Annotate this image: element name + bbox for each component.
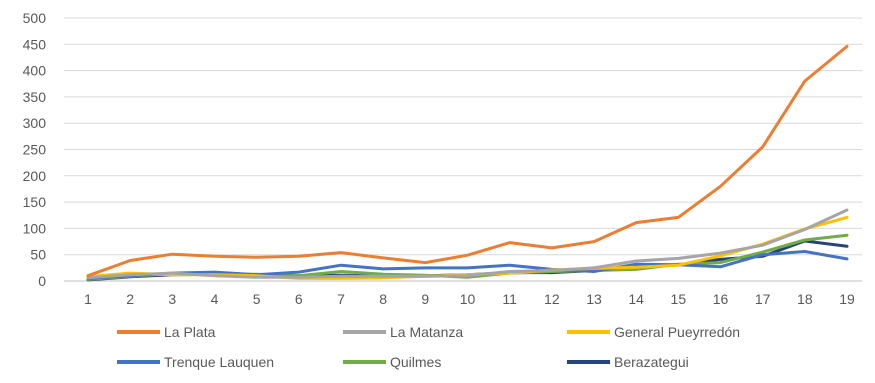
x-tick-label: 8 — [379, 291, 387, 307]
x-tick-label: 17 — [755, 291, 771, 307]
series-line-la-plata — [86, 44, 849, 278]
x-tick-label: 12 — [544, 291, 560, 307]
x-tick-label: 1 — [84, 291, 92, 307]
x-tick-label: 11 — [502, 291, 517, 307]
x-tick-label: 9 — [421, 291, 429, 307]
grid-lines — [64, 17, 862, 282]
series-line-la-matanza — [86, 208, 849, 280]
x-tick-label: 7 — [337, 291, 345, 307]
x-tick-label: 10 — [460, 291, 476, 307]
x-tick-label: 19 — [839, 291, 855, 307]
x-tick-label: 5 — [253, 291, 261, 307]
x-tick-label: 16 — [713, 291, 729, 307]
legend-label: Trenque Lauquen — [164, 354, 274, 370]
x-axis-ticks: 1 2 3 4 5 6 7 8 9 10 11 12 13 14 15 16 17 18 19 — [84, 291, 855, 307]
y-tick-label: 350 — [23, 89, 47, 105]
y-tick-label: 250 — [23, 142, 47, 158]
y-axis-ticks: 0 50 100 150 200 250 300 350 400 450 500 — [23, 10, 47, 289]
legend-item-la-matanza: La Matanza — [343, 324, 463, 340]
legend-item-la-plata: La Plata — [117, 324, 216, 340]
legend-label: Berazategui — [614, 354, 689, 370]
y-tick-label: 200 — [23, 168, 47, 184]
legend-item-berazategui: Berazategui — [567, 354, 689, 370]
legend: La Plata La Matanza General Pueyrredón Tren… — [117, 324, 740, 370]
legend-label: General Pueyrredón — [614, 324, 740, 340]
series-line-trenque-lauquen — [86, 250, 849, 280]
y-tick-label: 150 — [23, 194, 47, 210]
x-tick-label: 4 — [211, 291, 219, 307]
legend-label: Quilmes — [390, 354, 441, 370]
series-lines — [86, 44, 849, 282]
legend-item-quilmes: Quilmes — [343, 354, 441, 370]
y-tick-label: 50 — [30, 247, 46, 263]
x-tick-label: 13 — [586, 291, 602, 307]
y-tick-label: 100 — [23, 220, 47, 236]
legend-label: La Plata — [164, 324, 216, 340]
legend-item-general-pueyrred-n: General Pueyrredón — [567, 324, 740, 340]
y-tick-label: 400 — [23, 63, 47, 79]
x-tick-label: 15 — [671, 291, 687, 307]
y-tick-label: 0 — [38, 273, 46, 289]
x-tick-label: 18 — [797, 291, 813, 307]
legend-label: La Matanza — [390, 324, 463, 340]
y-tick-label: 450 — [23, 36, 47, 52]
legend-item-trenque-lauquen: Trenque Lauquen — [117, 354, 274, 370]
x-tick-label: 3 — [168, 291, 176, 307]
x-tick-label: 2 — [126, 291, 134, 307]
x-tick-label: 14 — [628, 291, 644, 307]
y-tick-label: 500 — [23, 10, 47, 26]
x-tick-label: 6 — [295, 291, 303, 307]
y-tick-label: 300 — [23, 115, 47, 131]
